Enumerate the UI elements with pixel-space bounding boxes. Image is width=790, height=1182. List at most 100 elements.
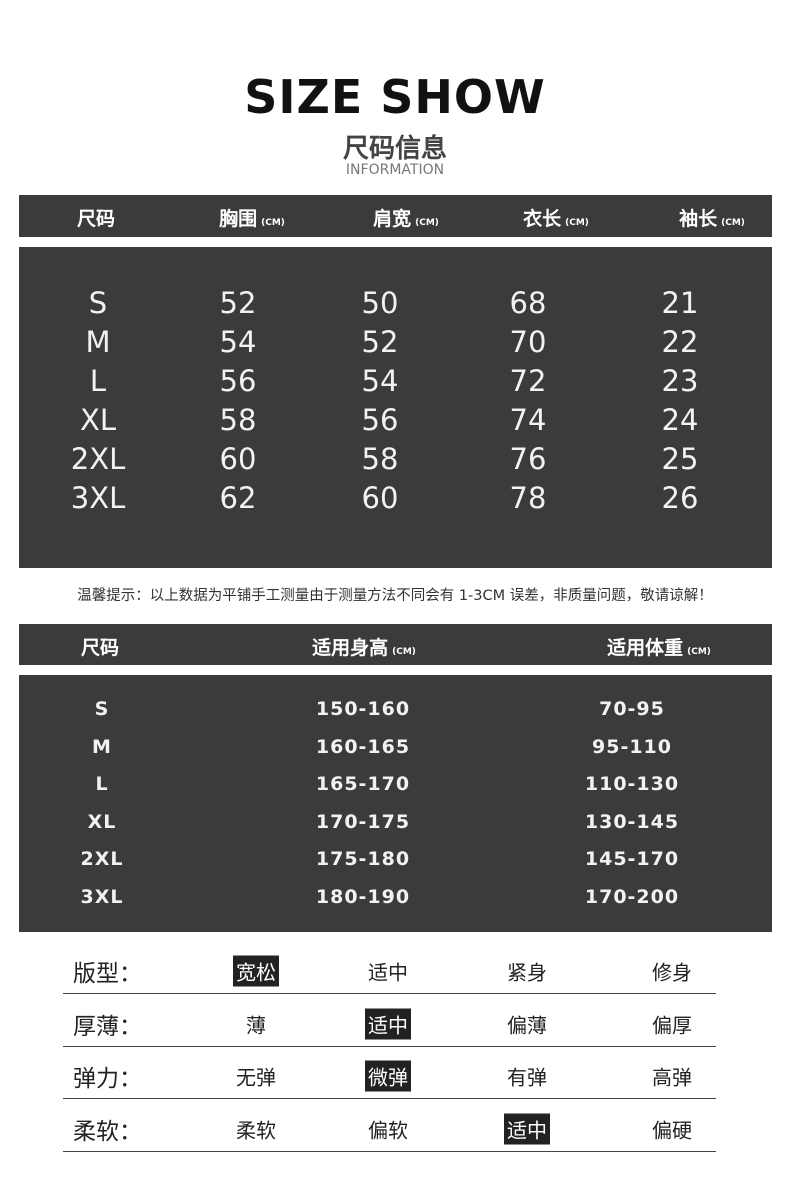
table-cell: 145-170 [584, 848, 680, 870]
page-title: SIZE SHOW [244, 70, 546, 124]
table-cell: 180-190 [315, 885, 411, 908]
table-cell: 21 [661, 286, 699, 320]
column-label: 尺码 [80, 637, 120, 659]
column-header: 尺码 [81, 633, 123, 660]
column-unit: (CM) [415, 218, 439, 228]
measurement-note: 温馨提示：以上数据为平铺手工测量由于测量方法不同会有 1-3CM 误差，非质量问… [77, 588, 713, 604]
column-unit: (CM) [392, 647, 416, 657]
table-cell: 58 [361, 442, 399, 476]
table-cell: 24 [661, 403, 699, 437]
column-unit: (CM) [565, 218, 589, 228]
table-cell: 150-160 [315, 698, 411, 720]
table-cell: 165-170 [315, 773, 411, 795]
column-label: 衣长 [523, 208, 562, 230]
table-cell: 160-165 [315, 735, 411, 758]
column-header: 衣长 (CM) [523, 204, 589, 231]
table-cell: 52 [219, 286, 257, 320]
attribute-option: 柔软 [236, 1118, 276, 1143]
table-cell: 68 [509, 286, 547, 320]
table-cell: 26 [661, 481, 699, 515]
table-cell: 22 [661, 325, 699, 359]
attribute-option: 薄 [246, 1013, 266, 1038]
table-cell: 130-145 [584, 810, 680, 833]
column-unit: (CM) [721, 218, 745, 228]
attribute-label: 弹力： [73, 1066, 142, 1093]
table-cell: 72 [509, 364, 547, 398]
table-cell: S [94, 698, 110, 720]
column-header: 尺码 [77, 204, 119, 231]
table-cell: L [95, 773, 109, 795]
column-header: 袖长 (CM) [679, 204, 745, 231]
table-cell: M [92, 735, 112, 758]
divider [63, 1045, 716, 1047]
table-cell: S [88, 286, 108, 320]
table-cell: 56 [219, 364, 257, 398]
attribute-option: 偏软 [368, 1118, 408, 1143]
attribute-option-selected: 适中 [365, 1008, 411, 1040]
size-table-body: S 52 50 68 21 M 54 52 70 22 L 56 54 72 23 XL 58 56 74 24 2XL… [19, 247, 772, 568]
table-cell: L [89, 364, 107, 398]
table-cell: 95-110 [592, 735, 672, 758]
size-table-header: 尺码 胸围 (CM) 肩宽 (CM) 衣长 (CM) 袖长 (CM) [19, 195, 772, 237]
divider [63, 993, 716, 994]
column-unit: (CM) [261, 218, 285, 228]
attribute-option: 紧身 [507, 960, 547, 985]
fit-table-body: S 150-160 70-95 M 160-165 95-110 L 165-170 110-1… [19, 675, 772, 932]
column-label: 尺码 [76, 208, 116, 230]
table-cell: 3XL [70, 481, 126, 515]
attribute-option: 无弹 [236, 1065, 276, 1090]
column-label: 肩宽 [373, 208, 412, 230]
attribute-label: 柔软： [73, 1119, 142, 1146]
table-cell: 2XL [80, 848, 124, 870]
attribute-option-selected: 适中 [504, 1113, 550, 1145]
table-cell: M [85, 325, 111, 359]
attribute-option: 修身 [652, 960, 692, 985]
table-cell: 23 [661, 364, 699, 398]
divider [63, 1151, 716, 1153]
table-cell: 3XL [80, 885, 124, 908]
table-cell: 60 [219, 442, 257, 476]
table-cell: 50 [361, 286, 399, 320]
column-header: 适用身高 (CM) [312, 633, 416, 660]
table-cell: 56 [361, 403, 399, 437]
column-label: 胸围 [219, 208, 258, 230]
table-cell: 76 [509, 442, 547, 476]
table-cell: 74 [509, 403, 547, 437]
table-cell: 175-180 [315, 848, 411, 870]
table-cell: 110-130 [584, 773, 680, 795]
column-unit: (CM) [687, 647, 711, 657]
table-cell: 78 [509, 481, 547, 515]
attribute-option: 适中 [368, 960, 408, 985]
table-cell: 2XL [70, 442, 126, 476]
attribute-option: 高弹 [652, 1065, 692, 1090]
table-cell: 52 [361, 325, 399, 359]
table-cell: 170-200 [584, 885, 680, 908]
column-header: 肩宽 (CM) [373, 204, 439, 231]
fit-table-header: 尺码 适用身高 (CM) 适用体重 (CM) [19, 624, 772, 665]
attribute-option: 有弹 [507, 1065, 547, 1090]
info-label: INFORMATION [345, 162, 445, 178]
column-label: 袖长 [679, 208, 718, 230]
table-cell: 70-95 [599, 698, 665, 720]
divider [63, 1098, 716, 1100]
table-cell: 170-175 [315, 810, 411, 833]
attribute-option-selected: 宽松 [233, 955, 279, 987]
table-cell: 70 [509, 325, 547, 359]
table-cell: 54 [219, 325, 257, 359]
table-cell: 60 [361, 481, 399, 515]
column-label: 适用体重 [607, 637, 684, 659]
column-label: 适用身高 [312, 637, 389, 659]
attribute-option: 偏硬 [652, 1118, 692, 1143]
column-header: 胸围 (CM) [219, 204, 285, 231]
table-cell: 25 [661, 442, 699, 476]
attribute-option: 偏厚 [652, 1013, 692, 1038]
attribute-label: 版型： [73, 961, 142, 987]
table-cell: 54 [361, 364, 399, 398]
table-cell: 58 [219, 403, 257, 437]
attribute-label: 厚薄： [73, 1013, 142, 1040]
attribute-option-selected: 微弹 [365, 1060, 411, 1092]
table-cell: XL [87, 810, 117, 833]
table-cell: 62 [219, 481, 257, 515]
column-header: 适用体重 (CM) [607, 633, 711, 660]
table-cell: XL [79, 403, 117, 437]
